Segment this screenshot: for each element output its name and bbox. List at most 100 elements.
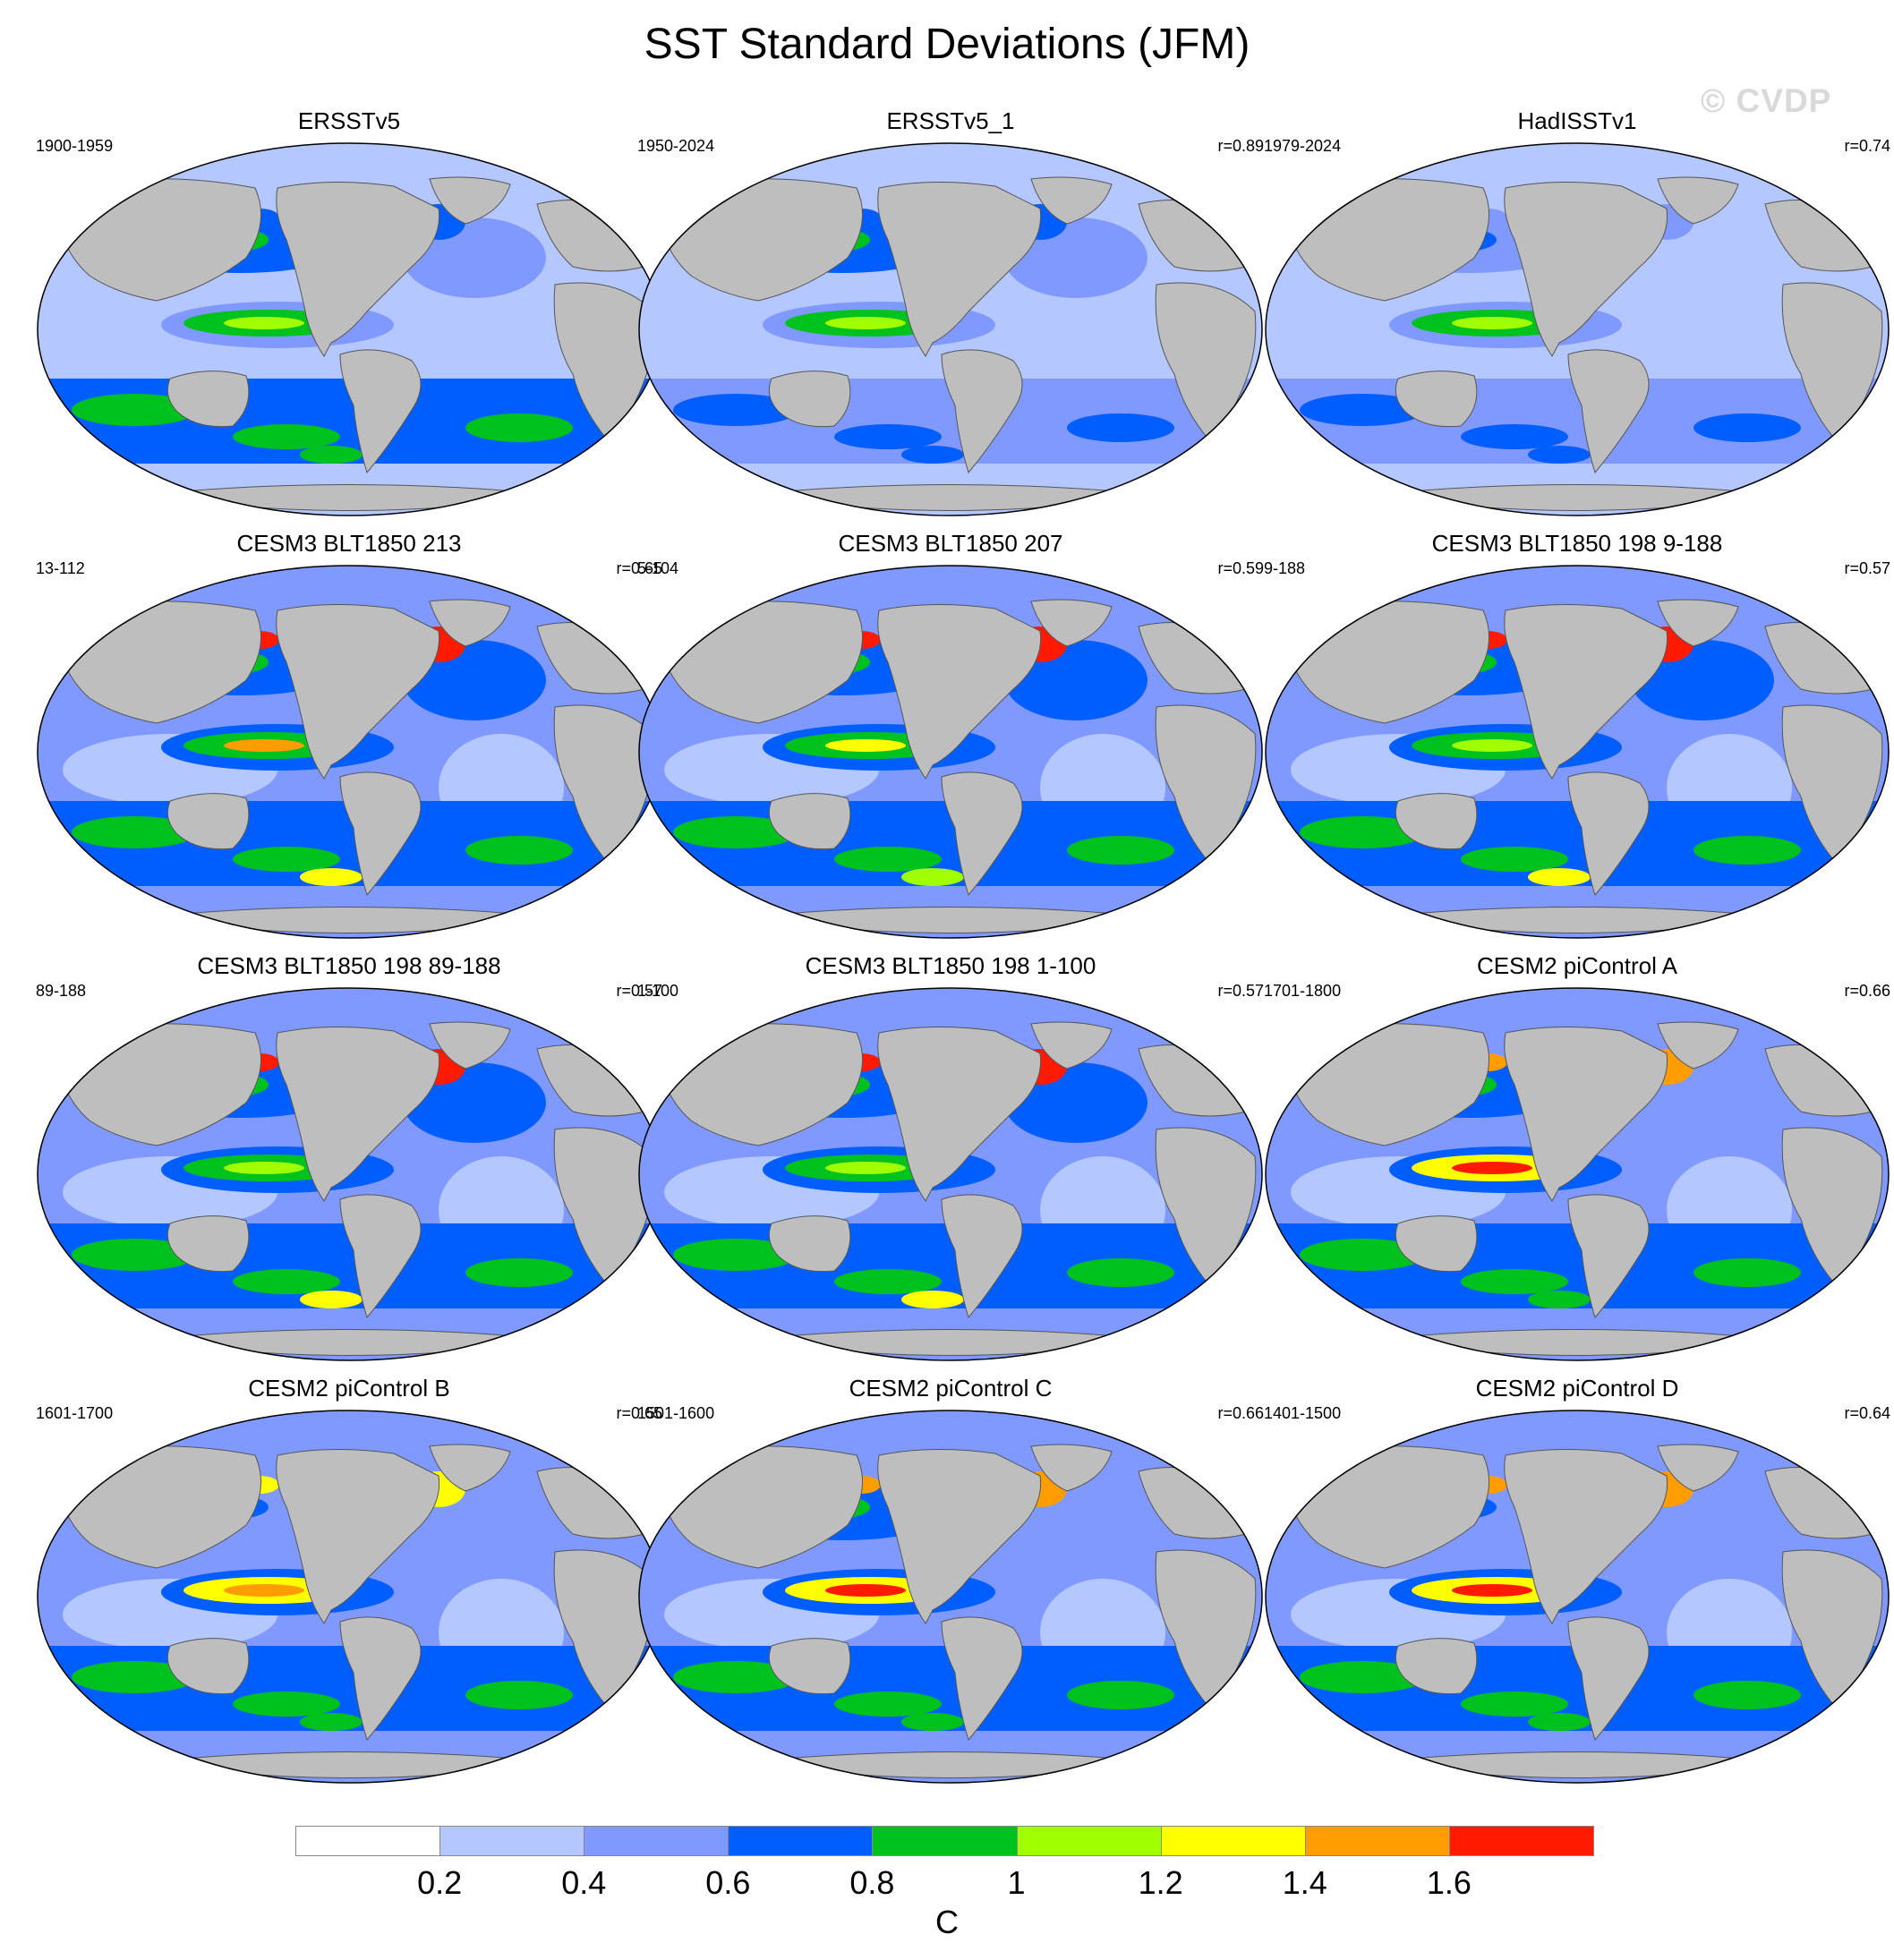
panel-years: 1501-1600 (637, 1404, 715, 1422)
map-panel: CESM2 piControl C 1501-1600 r=0.66 (637, 1375, 1264, 1795)
sst-stddev-map (1265, 565, 1890, 939)
north-america-land (276, 1026, 440, 1202)
southern-ocean-patch (673, 1239, 798, 1271)
australia-land (166, 1638, 250, 1695)
map-panel: CESM2 piControl A 1701-1800 r=0.66 (1264, 952, 1890, 1373)
southern-ocean-patch (673, 816, 798, 848)
panel-correlation: r=0.66 (1217, 1404, 1264, 1422)
southern-ocean-peak (1528, 446, 1591, 464)
panel-title: ERSSTv5_1 (886, 107, 1015, 134)
australia-land (166, 371, 250, 428)
southern-ocean-patch (834, 1269, 942, 1294)
panel-correlation: r=0.57 (1217, 982, 1264, 1000)
colorbar (295, 1826, 1594, 1858)
map-globe (1266, 988, 1889, 1360)
map-globe (639, 566, 1262, 938)
south-america-land (339, 771, 422, 897)
panel-years: 5-104 (637, 559, 679, 577)
sst-stddev-map (638, 142, 1263, 516)
map-globe (38, 1410, 661, 1783)
colorbar-tick-label: 0.4 (561, 1864, 607, 1901)
greenland-land (1030, 599, 1113, 647)
nino-core (825, 1162, 906, 1174)
panel-correlation: r=0.65 (616, 1404, 662, 1422)
sst-stddev-map (37, 1410, 661, 1784)
southern-ocean-peak (300, 1291, 363, 1308)
colorbar-tick-label: 0.6 (705, 1864, 751, 1901)
panel-years: 1-100 (637, 982, 679, 1000)
southern-ocean-peak (300, 1713, 363, 1731)
colorbar-level (584, 1826, 729, 1856)
nino-core (825, 317, 906, 329)
southern-ocean-patch (673, 394, 798, 426)
southern-ocean-patch (1461, 1692, 1568, 1717)
south-america-land (941, 1616, 1023, 1742)
panel-correlation: r=0.57 (616, 982, 662, 1000)
southern-ocean-patch (834, 847, 942, 872)
panel-years: 1601-1700 (36, 1404, 114, 1422)
colorbar-level (1016, 1826, 1162, 1856)
greenland-land (429, 176, 511, 225)
south-america-land (339, 1616, 422, 1742)
colorbar-level (295, 1826, 441, 1856)
south-america-land (1567, 771, 1650, 897)
map-panel: CESM2 piControl D 1401-1500 r=0.64 (1264, 1375, 1890, 1795)
southern-ocean-patch (72, 816, 197, 848)
panel-years: 1979-2024 (1264, 137, 1342, 155)
north-america-land (877, 1026, 1042, 1202)
southern-ocean-patch (1067, 413, 1174, 442)
nino-core (1452, 1584, 1532, 1597)
southern-ocean-peak (901, 1713, 964, 1731)
north-america-land (1504, 1448, 1668, 1624)
greenland-land (1657, 599, 1739, 647)
greenland-land (1030, 1444, 1113, 1492)
southern-ocean-peak (901, 868, 964, 886)
land-masses (1281, 599, 1883, 933)
map-globe (38, 566, 661, 938)
colorbar-level (1160, 1826, 1306, 1856)
southern-ocean-patch (1694, 1258, 1801, 1287)
panel-correlation: r=0.64 (1844, 1404, 1890, 1422)
australia-land (1395, 793, 1478, 850)
panel-title: CESM3 BLT1850 198 9-188 (1431, 530, 1723, 557)
cvdp-watermark: © CVDP (1701, 82, 1832, 119)
north-america-land (276, 1448, 440, 1624)
southern-ocean-peak (1528, 1713, 1591, 1731)
colorbar-tick-label: 0.2 (417, 1864, 463, 1901)
figure-title: SST Standard Deviations (JFM) (644, 21, 1250, 68)
southern-ocean-patch (834, 1692, 942, 1717)
southern-ocean-patch (1694, 413, 1801, 442)
southern-ocean-patch (233, 424, 340, 449)
land-masses (654, 1021, 1257, 1356)
nino-core (224, 1584, 304, 1597)
greenland-land (429, 599, 511, 647)
panel-title: CESM3 BLT1850 213 (236, 530, 462, 557)
southern-ocean-patch (1461, 424, 1568, 449)
map-panel: ERSSTv5_1 1950-2024 r=0.89 (637, 107, 1264, 528)
colorbar-tick-label: 1.4 (1282, 1864, 1327, 1901)
southern-ocean-patch (1067, 836, 1174, 865)
land-masses (53, 176, 655, 511)
australia-land (1395, 371, 1478, 428)
map-panel: CESM3 BLT1850 198 89-188 89-188 r=0.57 (36, 952, 662, 1373)
greenland-land (1030, 176, 1113, 225)
panel-title: CESM3 BLT1850 207 (838, 530, 1063, 557)
globe-outline (638, 1410, 1263, 1784)
panel-years: 1401-1500 (1264, 1404, 1342, 1422)
southern-ocean-peak (300, 868, 363, 886)
north-america-land (1504, 1026, 1668, 1202)
map-globe (639, 988, 1262, 1360)
land-masses (654, 599, 1257, 933)
southern-ocean-patch (1461, 847, 1568, 872)
sst-stddev-map (1265, 1410, 1890, 1784)
south-america-land (1567, 1194, 1650, 1319)
south-america-land (941, 1194, 1023, 1319)
panel-years: 1701-1800 (1264, 982, 1342, 1000)
australia-land (768, 1215, 851, 1273)
southern-ocean-patch (72, 1239, 197, 1271)
land-masses (1281, 176, 1883, 511)
north-america-land (877, 1448, 1042, 1624)
north-america-land (276, 603, 440, 780)
greenland-land (429, 1444, 511, 1492)
panel-years: 89-188 (36, 982, 87, 1000)
